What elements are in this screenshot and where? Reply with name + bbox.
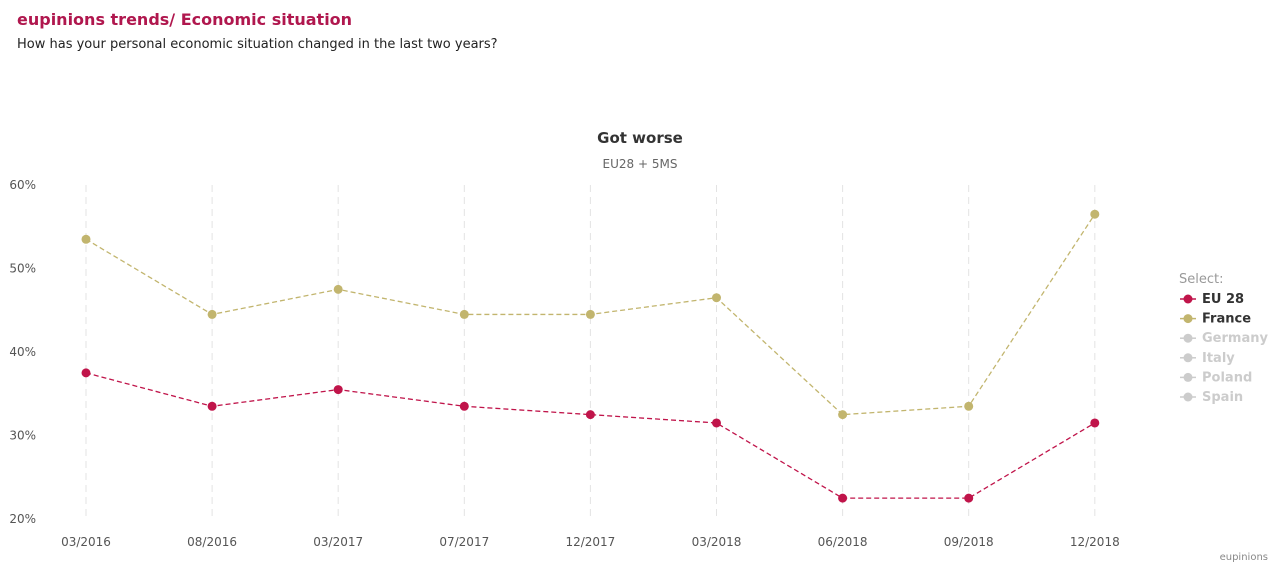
legend-marker (1183, 294, 1193, 304)
legend-item[interactable]: EU 28 (1180, 292, 1244, 307)
legend-item[interactable]: France (1180, 312, 1251, 327)
data-point[interactable] (712, 293, 721, 303)
x-tick-label: 06/2018 (818, 535, 868, 549)
series-line (85, 372, 1096, 499)
data-point[interactable] (81, 368, 91, 378)
legend-item[interactable]: Spain (1180, 390, 1243, 405)
data-point[interactable] (459, 401, 469, 411)
legend-item[interactable]: Poland (1180, 370, 1252, 385)
data-point[interactable] (585, 309, 595, 319)
data-point[interactable] (207, 309, 217, 319)
legend: Select: EU 28 France Germany Italy Poland Spa… (1179, 272, 1268, 405)
y-tick-label: 30% (9, 429, 36, 443)
data-point[interactable] (585, 410, 595, 420)
legend-label: Poland (1202, 370, 1252, 385)
x-tick-label: 03/2016 (61, 535, 111, 549)
y-tick-label: 60% (9, 178, 36, 192)
x-tick-label: 03/2018 (692, 535, 742, 549)
data-point[interactable] (964, 493, 974, 503)
grid-lines (85, 185, 1096, 519)
legend-label: France (1202, 312, 1251, 327)
x-tick-label: 12/2017 (565, 535, 615, 549)
data-point[interactable] (333, 385, 343, 395)
data-point[interactable] (838, 410, 848, 420)
data-point[interactable] (1090, 209, 1100, 219)
page-title: eupinions trends/ Economic situation (17, 10, 353, 29)
legend-label: EU 28 (1202, 292, 1244, 307)
data-point[interactable] (459, 309, 469, 319)
legend-marker (1183, 333, 1193, 343)
data-point[interactable] (333, 284, 343, 294)
y-tick-label: 40% (9, 345, 36, 359)
x-tick-label: 12/2018 (1070, 535, 1120, 549)
series-group (81, 209, 1100, 503)
x-tick-label: 03/2017 (313, 535, 363, 549)
x-tick-label: 08/2016 (187, 535, 237, 549)
legend-label: Germany (1202, 331, 1268, 346)
x-tick-label: 07/2017 (439, 535, 489, 549)
legend-item[interactable]: Germany (1180, 331, 1268, 346)
data-point[interactable] (1090, 418, 1100, 428)
data-point[interactable] (712, 418, 721, 428)
legend-marker (1183, 392, 1193, 402)
y-axis: 20% 30% 40% 50% 60% (9, 178, 36, 526)
legend-marker (1183, 372, 1193, 382)
data-point[interactable] (207, 401, 217, 411)
x-axis: 03/2016 08/2016 03/2017 07/2017 12/2017 03/20… (61, 535, 1120, 549)
credit-label: eupinions (1220, 552, 1268, 563)
series-0 (81, 368, 1100, 503)
page-subtitle: How has your personal economic situation… (17, 37, 498, 52)
data-point[interactable] (838, 493, 848, 503)
series-1 (81, 209, 1100, 420)
chart-title: Got worse (597, 129, 683, 147)
y-tick-label: 20% (9, 512, 36, 526)
legend-title: Select: (1179, 272, 1223, 287)
legend-item[interactable]: Italy (1180, 351, 1235, 366)
data-point[interactable] (81, 234, 91, 244)
legend-marker (1183, 314, 1193, 324)
legend-label: Spain (1202, 390, 1243, 405)
chart-subtitle: EU28 + 5MS (603, 157, 678, 171)
x-tick-label: 09/2018 (944, 535, 994, 549)
legend-label: Italy (1202, 351, 1235, 366)
legend-marker (1183, 353, 1193, 363)
data-point[interactable] (964, 401, 974, 411)
y-tick-label: 50% (9, 262, 36, 276)
